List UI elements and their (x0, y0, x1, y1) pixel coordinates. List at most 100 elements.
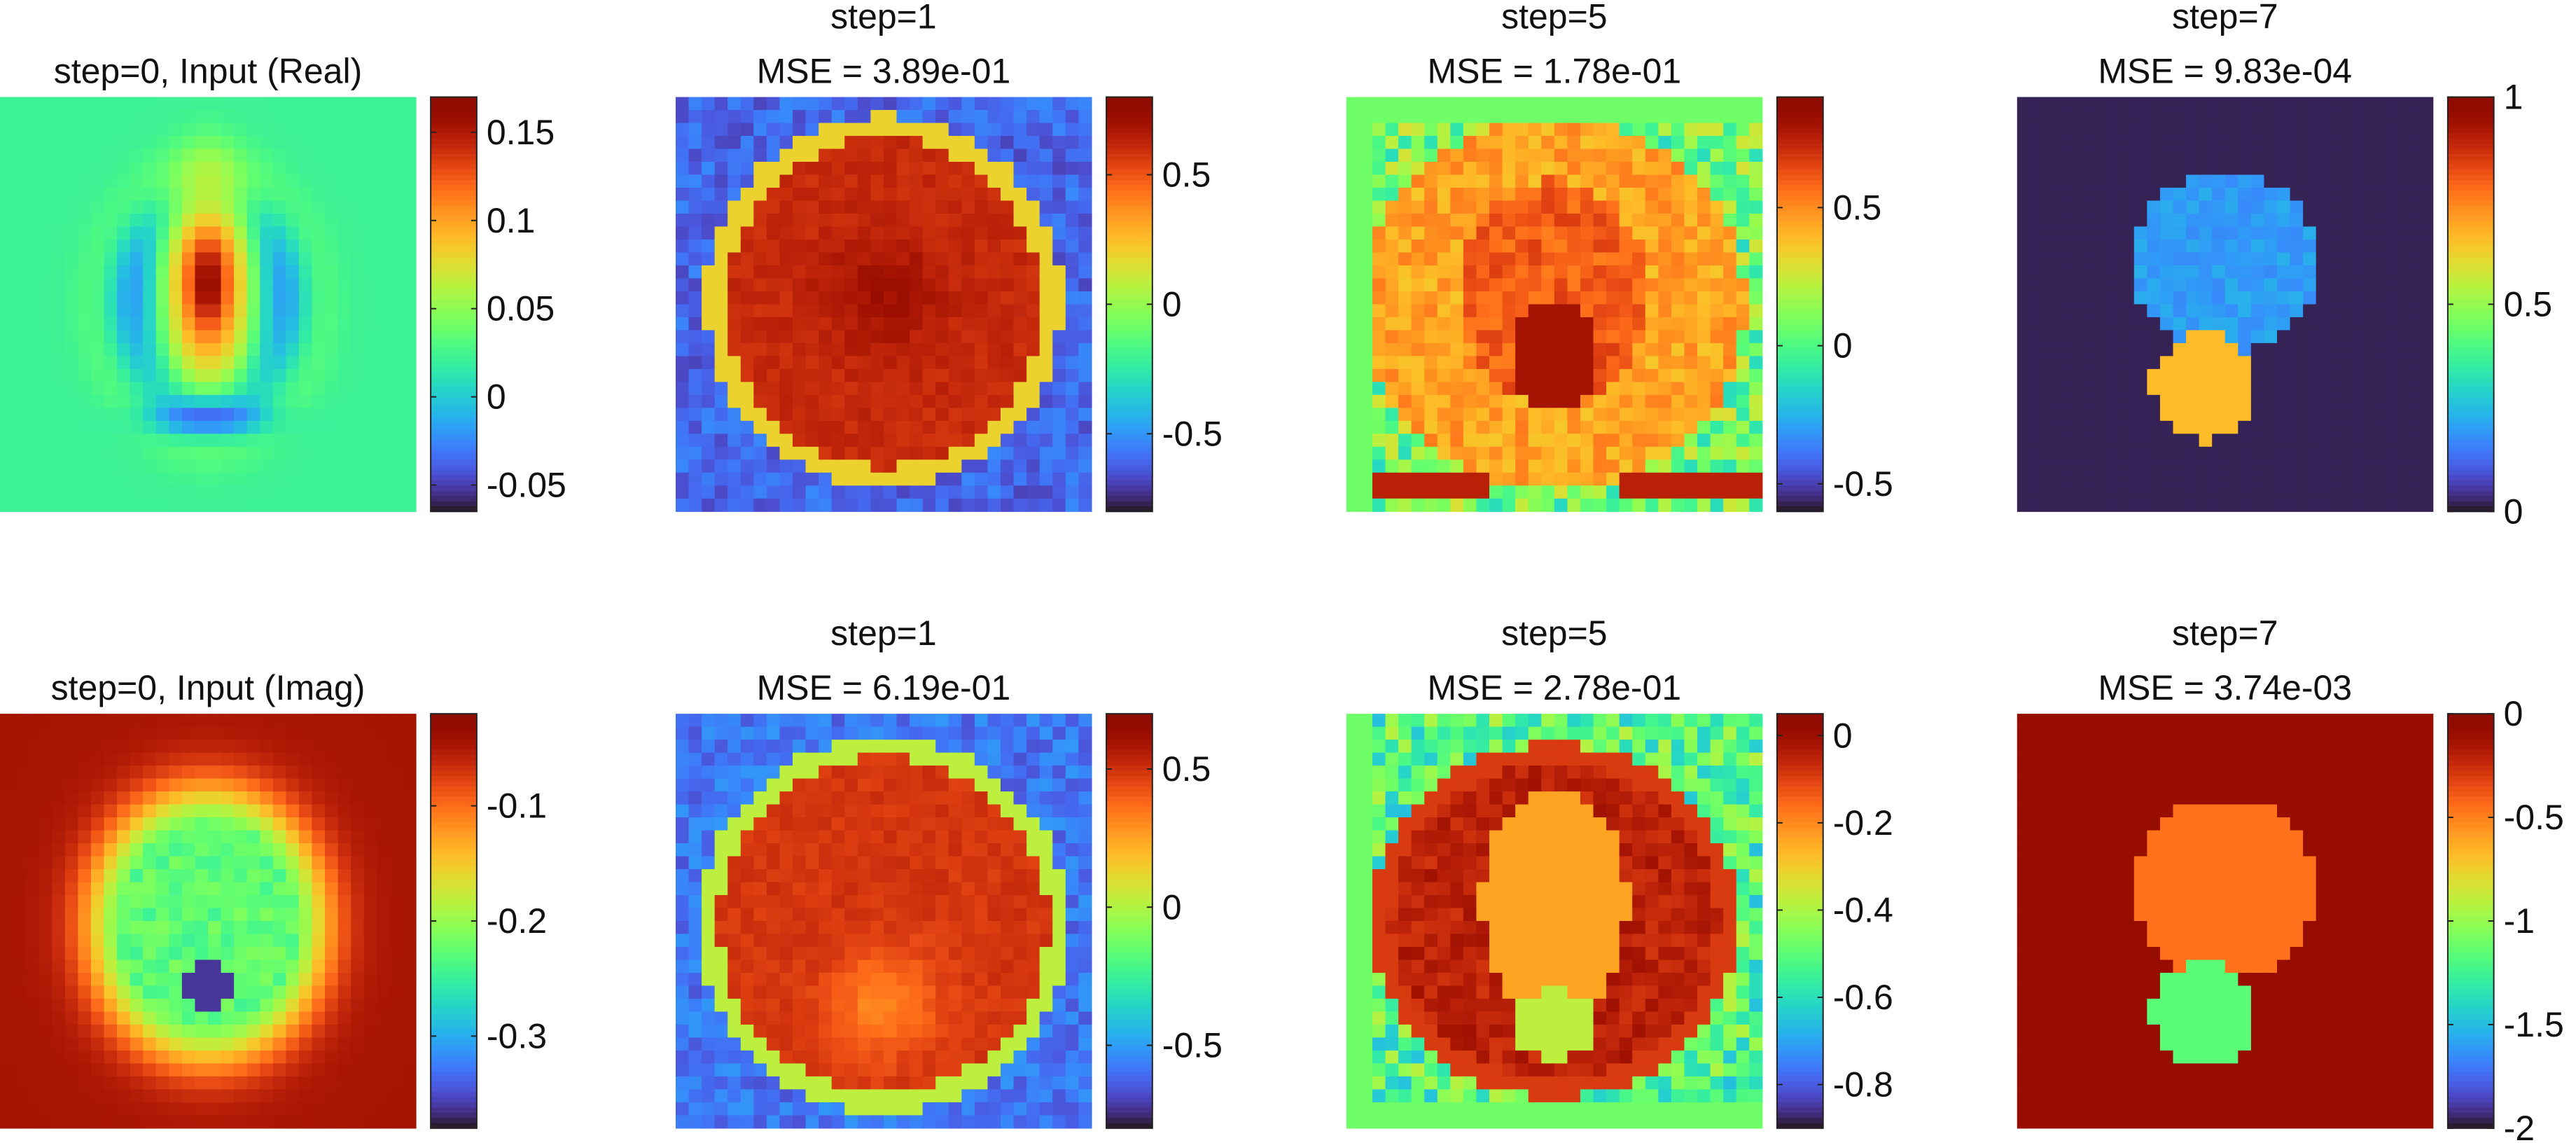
heatmap-cell (155, 291, 169, 305)
heatmap-cell (64, 766, 78, 780)
heatmap-cell (2276, 446, 2291, 460)
heatmap-cell (2030, 434, 2044, 448)
heatmap-cell (26, 382, 40, 396)
heatmap-cell (1684, 330, 1698, 344)
heatmap-cell (2095, 226, 2109, 240)
heatmap-cell (740, 278, 754, 292)
heatmap-cell (1001, 420, 1015, 434)
heatmap-cell (961, 485, 975, 499)
heatmap-cell (2173, 394, 2187, 408)
heatmap-cell (208, 187, 222, 202)
heatmap-cell (2108, 420, 2122, 434)
heatmap-cell (805, 394, 819, 408)
heatmap-cell (260, 174, 274, 188)
heatmap-cell (39, 330, 53, 344)
heatmap-cell (208, 882, 222, 896)
heatmap-cell (1567, 213, 1581, 228)
heatmap-cell (246, 804, 260, 818)
heatmap-cell (2159, 148, 2174, 162)
heatmap-cell (805, 408, 819, 422)
heatmap-cell (779, 97, 793, 111)
heatmap-cell (272, 213, 286, 228)
heatmap-cell (351, 446, 365, 460)
heatmap-cell (1697, 200, 1711, 214)
heatmap-cell (727, 174, 742, 188)
heatmap-cell (1013, 304, 1027, 318)
heatmap-cell (1515, 148, 1529, 162)
heatmap-cell (702, 123, 716, 137)
colorbar-band (1776, 423, 1823, 429)
heatmap-cell (1346, 148, 1360, 162)
heatmap-cell (727, 408, 742, 422)
heatmap-cell (0, 136, 14, 150)
heatmap-cell (208, 856, 222, 870)
heatmap-cell (312, 726, 326, 740)
heatmap-cell (39, 304, 53, 318)
heatmap-cell (286, 752, 300, 766)
heatmap-cell (1554, 265, 1568, 279)
colorbar-tick-label: 1 (2504, 78, 2523, 117)
colorbar-band (1106, 397, 1153, 403)
heatmap-cell (1697, 394, 1711, 408)
heatmap-cell (377, 485, 391, 499)
heatmap-cell (714, 110, 728, 124)
heatmap-cell (1039, 123, 1053, 137)
heatmap-cell (2276, 356, 2291, 370)
heatmap-cell (130, 740, 144, 754)
heatmap-cell (857, 459, 871, 473)
colorbar-band (2447, 480, 2494, 486)
heatmap-cell (1359, 459, 1373, 473)
heatmap-cell (922, 213, 936, 228)
heatmap-cell (1606, 97, 1620, 111)
heatmap-cell (1736, 446, 1750, 460)
heatmap-cell (181, 895, 196, 909)
heatmap-cell (2069, 110, 2083, 124)
heatmap-cell (130, 714, 144, 728)
heatmap-cell (298, 434, 313, 448)
colorbar-band (431, 133, 477, 139)
heatmap-cell (1039, 317, 1053, 331)
colorbar-band (1776, 392, 1823, 399)
heatmap-cell (403, 317, 417, 331)
heatmap-cell (1697, 97, 1711, 111)
heatmap-cell (1619, 304, 1633, 318)
heatmap-cell (1078, 200, 1092, 214)
heatmap-cell (272, 895, 286, 909)
heatmap-cell (26, 187, 40, 202)
heatmap-cell (753, 252, 767, 266)
heatmap-cell (2095, 317, 2109, 331)
heatmap-cell (312, 869, 326, 883)
heatmap-cell (2394, 148, 2408, 162)
colorbar-band (431, 490, 477, 497)
heatmap-cell (2381, 278, 2395, 292)
heatmap-cell (1026, 408, 1040, 422)
heatmap-cell (1697, 408, 1711, 422)
heatmap-cell (2159, 239, 2174, 254)
heatmap-cell (2355, 304, 2369, 318)
heatmap-cell (922, 148, 936, 162)
heatmap-cell (793, 356, 807, 370)
heatmap-cell (1463, 97, 1477, 111)
heatmap-cell (2225, 408, 2239, 422)
heatmap-cell (753, 226, 767, 240)
heatmap-cell (1671, 342, 1685, 356)
colorbar-band (1106, 107, 1153, 113)
heatmap-cell (104, 278, 118, 292)
heatmap-cell (727, 200, 742, 214)
heatmap-cell (727, 252, 742, 266)
heatmap-cell (1001, 382, 1015, 396)
heatmap-cell (1489, 394, 1503, 408)
heatmap-cell (2341, 498, 2355, 512)
heatmap-cell (272, 226, 286, 240)
heatmap-cell (922, 356, 936, 370)
heatmap-cell (1723, 459, 1737, 473)
heatmap-cell (337, 278, 351, 292)
heatmap-cell (337, 136, 351, 150)
heatmap-cell (2225, 459, 2239, 473)
heatmap-cell (883, 213, 898, 228)
heatmap-cell (0, 342, 14, 356)
heatmap-cell (1001, 174, 1015, 188)
heatmap-cell (1424, 304, 1438, 318)
heatmap-cell (922, 200, 936, 214)
heatmap-cell (1567, 382, 1581, 396)
